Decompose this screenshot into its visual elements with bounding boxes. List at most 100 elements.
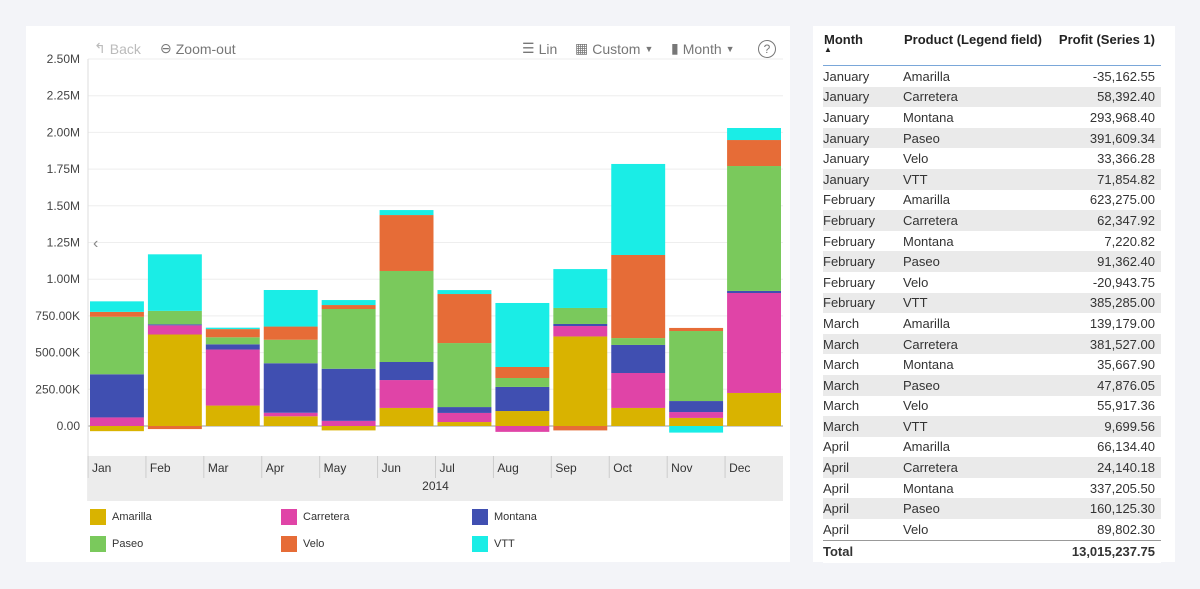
column-header-profit[interactable]: Profit (Series 1) [1051, 26, 1161, 66]
bar-segment-montana[interactable] [90, 374, 144, 418]
bar-segment-amarilla[interactable] [147, 334, 202, 426]
bar-segment-vtt[interactable] [553, 269, 608, 308]
table-row[interactable]: April Amarilla 66,134.40 [823, 437, 1161, 458]
bar-segment-carretera[interactable] [321, 420, 376, 426]
bar-segment-montana[interactable] [495, 386, 550, 412]
bar-segment-carretera[interactable] [90, 417, 144, 426]
bar-segment-carretera[interactable] [669, 412, 724, 418]
bar-segment-montana[interactable] [263, 363, 318, 413]
legend-item-carretera[interactable]: Carretera [281, 509, 349, 525]
bar-segment-vtt[interactable] [611, 163, 666, 255]
bar-segment-paseo[interactable] [727, 166, 781, 291]
bar-segment-amarilla[interactable] [379, 407, 434, 426]
bar-segment-montana[interactable] [669, 401, 724, 413]
bar-segment-amarilla[interactable] [90, 426, 144, 432]
table-row[interactable]: January VTT 71,854.82 [823, 168, 1161, 190]
bar-segment-vtt[interactable] [205, 327, 260, 330]
bar-segment-paseo[interactable] [611, 338, 666, 345]
table-row[interactable]: February Velo -20,943.75 [823, 272, 1161, 293]
bar-segment-vtt[interactable] [263, 290, 318, 327]
bar-segment-paseo[interactable] [553, 307, 608, 324]
bar-segment-carretera[interactable] [553, 326, 608, 337]
bar-segment-amarilla[interactable] [495, 411, 550, 426]
table-row[interactable]: February Amarilla 623,275.00 [823, 190, 1161, 211]
legend-item-paseo[interactable]: Paseo [90, 536, 143, 552]
bar-segment-montana[interactable] [321, 368, 376, 421]
bar-segment-montana[interactable] [437, 407, 492, 413]
table-row[interactable]: February Paseo 91,362.40 [823, 251, 1161, 272]
legend-item-montana[interactable]: Montana [472, 509, 537, 525]
bar-segment-paseo[interactable] [147, 310, 202, 325]
bar-segment-vtt[interactable] [321, 300, 376, 306]
bar-segment-montana[interactable] [205, 344, 260, 350]
bar-segment-paseo[interactable] [90, 316, 144, 375]
bar-segment-amarilla[interactable] [611, 407, 666, 426]
bar-segment-montana[interactable] [727, 290, 781, 293]
granularity-dropdown[interactable]: ▮ Month ▼ [671, 40, 735, 57]
bar-segment-vtt[interactable] [495, 302, 550, 367]
table-row[interactable]: January Paseo 391,609.34 [823, 127, 1161, 149]
bar-segment-velo[interactable] [379, 215, 434, 271]
bar-segment-vtt[interactable] [669, 426, 724, 433]
table-row[interactable]: April Montana 337,205.50 [823, 478, 1161, 499]
period-dropdown[interactable]: ▦ Custom ▼ [575, 40, 654, 57]
table-row[interactable]: January Velo 33,366.28 [823, 148, 1161, 169]
bar-segment-paseo[interactable] [321, 309, 376, 369]
table-row[interactable]: March Paseo 47,876.05 [823, 374, 1161, 396]
bar-segment-velo[interactable] [263, 326, 318, 340]
bar-segment-velo[interactable] [495, 366, 550, 378]
bar-segment-vtt[interactable] [147, 254, 202, 311]
table-row[interactable]: March Montana 35,667.90 [823, 354, 1161, 375]
column-header-month[interactable]: Month ▲ [823, 26, 903, 66]
help-button[interactable]: ? [758, 40, 776, 58]
stacked-bar-chart[interactable]: 0.00 250.00K 500.00K 750.00K 1.00M 1.25M 1.50M… [26, 26, 790, 562]
table-row[interactable]: February Montana 7,220.82 [823, 231, 1161, 252]
legend-item-velo[interactable]: Velo [281, 536, 324, 552]
bar-segment-velo[interactable] [90, 311, 144, 317]
bar-segment-paseo[interactable] [669, 331, 724, 402]
bar-segment-paseo[interactable] [379, 270, 434, 362]
table-row[interactable]: February VTT 385,285.00 [823, 292, 1161, 314]
bar-segment-amarilla[interactable] [263, 416, 318, 426]
bar-segment-carretera[interactable] [727, 292, 781, 393]
back-button[interactable]: ↰ Back [94, 40, 141, 57]
table-row[interactable]: January Carretera 58,392.40 [823, 86, 1161, 108]
bar-segment-paseo[interactable] [437, 343, 492, 408]
bar-segment-amarilla[interactable] [437, 422, 492, 426]
bar-segment-carretera[interactable] [495, 426, 550, 432]
bar-segment-montana[interactable] [611, 344, 666, 374]
table-row[interactable]: April Velo 89,802.30 [823, 519, 1161, 540]
bar-segment-carretera[interactable] [205, 349, 260, 406]
bar-segment-vtt[interactable] [437, 290, 492, 295]
bar-segment-vtt[interactable] [379, 210, 434, 216]
table-row[interactable]: March Amarilla 139,179.00 [823, 313, 1161, 334]
bar-segment-paseo[interactable] [495, 377, 550, 387]
bar-segment-velo[interactable] [205, 329, 260, 338]
scale-button[interactable]: ☰ Lin [522, 40, 558, 57]
bar-segment-amarilla[interactable] [553, 336, 608, 426]
bar-segment-velo[interactable] [321, 305, 376, 310]
zoom-out-button[interactable]: ⊖ Zoom-out [160, 40, 236, 57]
bar-segment-montana[interactable] [553, 323, 608, 327]
column-header-product[interactable]: Product (Legend field) [903, 26, 1052, 66]
table-row[interactable]: March Carretera 381,527.00 [823, 333, 1161, 355]
bar-segment-vtt[interactable] [727, 127, 781, 141]
bar-segment-velo[interactable] [553, 426, 608, 431]
bar-segment-velo[interactable] [669, 327, 724, 332]
bar-segment-amarilla[interactable] [727, 392, 781, 426]
bar-segment-velo[interactable] [437, 294, 492, 344]
table-row[interactable]: March Velo 55,917.36 [823, 396, 1161, 417]
bar-segment-carretera[interactable] [437, 412, 492, 423]
bar-segment-velo[interactable] [611, 254, 666, 339]
table-row[interactable]: February Carretera 62,347.92 [823, 210, 1161, 231]
table-row[interactable]: January Amarilla -35,162.55 [823, 66, 1161, 87]
bar-segment-montana[interactable] [147, 324, 202, 326]
legend-item-amarilla[interactable]: Amarilla [90, 509, 152, 525]
bar-segment-vtt[interactable] [90, 301, 144, 312]
legend-item-vtt[interactable]: VTT [472, 536, 515, 552]
table-row[interactable]: March VTT 9,699.56 [823, 416, 1161, 437]
bar-segment-velo[interactable] [147, 426, 202, 430]
bar-segment-paseo[interactable] [205, 337, 260, 345]
bar-segment-amarilla[interactable] [205, 405, 260, 426]
bar-segment-carretera[interactable] [379, 380, 434, 408]
